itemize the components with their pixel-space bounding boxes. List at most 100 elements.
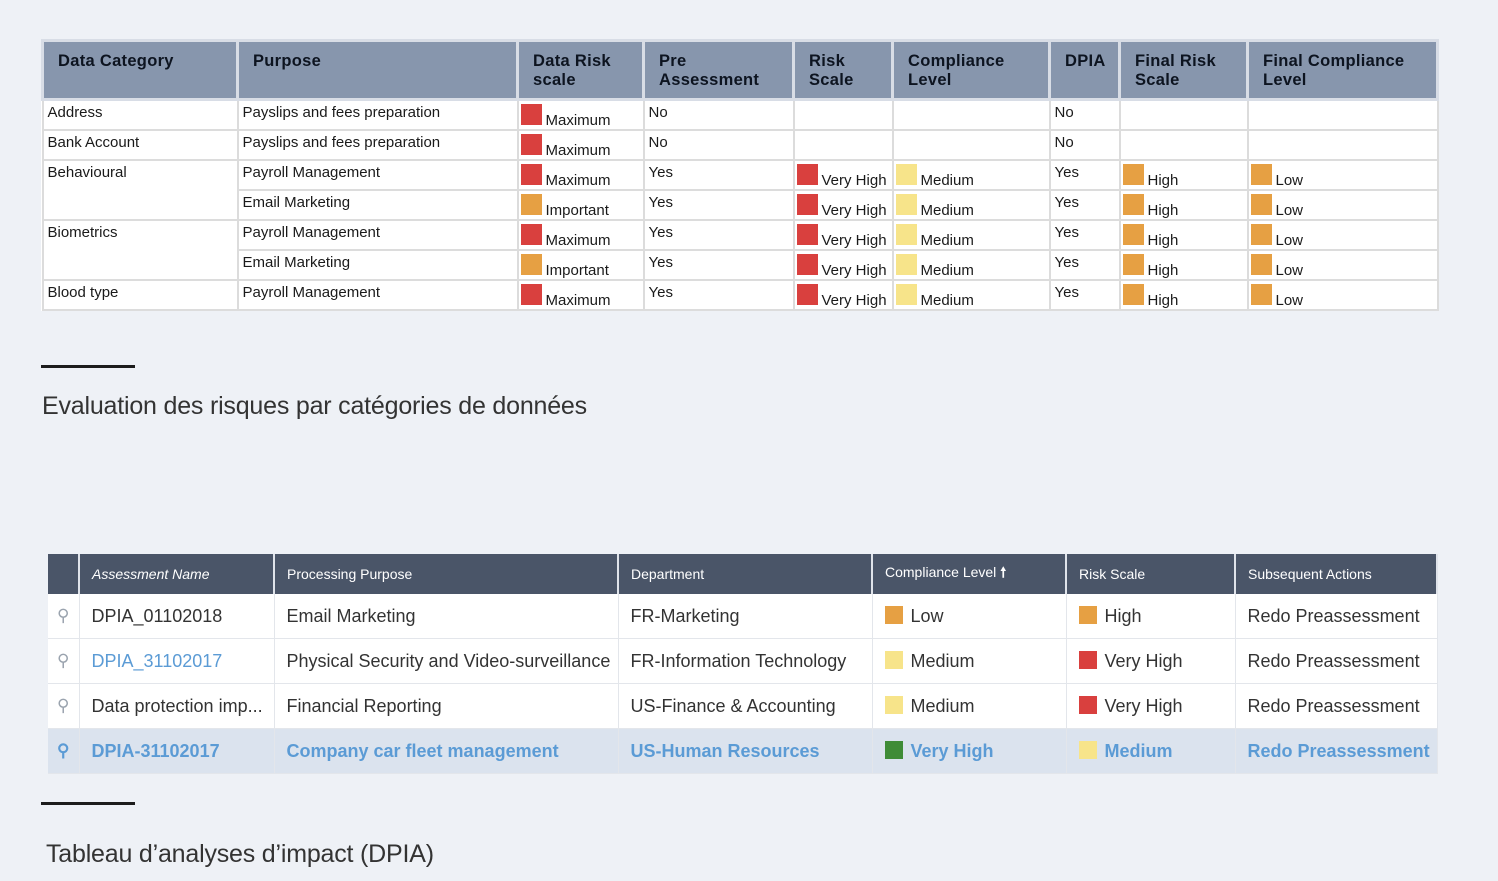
cell-assessment-name[interactable]: DPIA_31102017 — [79, 638, 275, 684]
level-label: High — [1147, 172, 1179, 189]
zoom-icon[interactable]: ⚲ — [57, 696, 70, 715]
cell-compliance-level: Medium — [872, 683, 1067, 729]
sort-ascending-icon[interactable]: 🠕 — [1000, 564, 1007, 580]
zoom-icon[interactable]: ⚲ — [57, 741, 70, 760]
cell-category — [41, 250, 239, 281]
level-swatch — [520, 284, 542, 305]
col-assessment-name[interactable]: Assessment Name — [79, 554, 275, 594]
col-risk-scale: Risk Scale — [792, 39, 894, 101]
cell-data-risk: Maximum — [516, 129, 645, 161]
cell-compliance: Medium — [891, 279, 1051, 311]
level-swatch — [1122, 164, 1144, 185]
cell-pre: Yes — [642, 189, 795, 221]
level-swatch — [520, 194, 542, 215]
level-swatch — [520, 224, 542, 245]
table-row[interactable]: ⚲ DPIA_31102017 Physical Security and Vide… — [48, 638, 1438, 684]
level-label: Very High — [910, 740, 994, 761]
cell-final-compliance — [1246, 98, 1439, 131]
cell-final-risk: High — [1118, 219, 1249, 251]
cell-pre: Yes — [642, 159, 795, 191]
cell-compliance-level: Medium — [872, 638, 1067, 684]
table-row[interactable]: ⚲ Data protection imp... Financial Reporti… — [48, 683, 1438, 729]
cell-processing-purpose: Company car fleet management — [274, 728, 619, 774]
caption-risk-evaluation: Evaluation des risques par catégories de… — [42, 392, 587, 420]
level-label: Very High — [1104, 695, 1183, 716]
level-swatch — [1250, 194, 1272, 215]
table-row[interactable]: ⚲ DPIA-31102017 Company car fleet manageme… — [48, 728, 1438, 774]
zoom-icon[interactable]: ⚲ — [57, 606, 70, 625]
cell-purpose: Payroll Management — [236, 219, 519, 251]
col-data-category: Data Category — [41, 39, 239, 101]
col-risk-scale[interactable]: Risk Scale — [1066, 554, 1236, 594]
col-processing-purpose[interactable]: Processing Purpose — [274, 554, 619, 594]
level-swatch — [1078, 650, 1097, 669]
caption-rule — [41, 365, 135, 368]
cell-category: Behavioural — [41, 159, 239, 190]
cell-final-risk: High — [1118, 159, 1249, 191]
zoom-icon[interactable]: ⚲ — [57, 651, 70, 670]
level-label: High — [1147, 202, 1179, 219]
col-purpose: Purpose — [236, 39, 519, 101]
cell-final-compliance: Low — [1246, 279, 1439, 311]
col-compliance-level[interactable]: Compliance Level 🠕 — [872, 554, 1067, 594]
cell-icon: ⚲ — [48, 638, 80, 684]
cell-processing-purpose: Email Marketing — [274, 594, 619, 639]
level-label: Very High — [1104, 650, 1183, 671]
level-label: Maximum — [545, 292, 611, 309]
cell-final-risk: High — [1118, 189, 1249, 221]
cell-dpia: Yes — [1048, 279, 1121, 311]
level-swatch — [895, 164, 917, 185]
header-row: Assessment Name Processing Purpose Depar… — [48, 554, 1438, 594]
level-label: Low — [910, 605, 944, 626]
level-swatch — [884, 650, 903, 669]
table-row: Behavioural Payroll Management Maximum Yes V… — [41, 159, 1439, 191]
level-label: High — [1147, 262, 1179, 279]
cell-dpia: Yes — [1048, 219, 1121, 251]
level-swatch — [1250, 224, 1272, 245]
cell-assessment-name: DPIA_01102018 — [79, 594, 275, 639]
table-row[interactable]: ⚲ DPIA_01102018 Email Marketing FR-Marketin… — [48, 594, 1438, 639]
cell-data-risk: Important — [516, 249, 645, 281]
col-subsequent-actions[interactable]: Subsequent Actions — [1235, 554, 1438, 594]
cell-purpose: Payslips and fees preparation — [236, 98, 519, 131]
cell-assessment-name: DPIA-31102017 — [79, 728, 275, 774]
cell-risk-scale: Very High — [1066, 683, 1236, 729]
cell-data-risk: Maximum — [516, 159, 645, 191]
level-label: Important — [545, 202, 609, 219]
level-label: Important — [545, 262, 609, 279]
cell-department: FR-Marketing — [618, 594, 873, 639]
cell-category: Blood type — [41, 279, 239, 311]
cell-category — [41, 190, 239, 221]
cell-risk-scale: High — [1066, 594, 1236, 639]
cell-final-risk: High — [1118, 279, 1249, 311]
level-label: Low — [1275, 262, 1304, 279]
col-pre-assessment: Pre Assessment — [642, 39, 795, 101]
level-swatch — [1122, 254, 1144, 275]
col-department[interactable]: Department — [618, 554, 873, 594]
level-swatch — [884, 740, 903, 759]
cell-icon: ⚲ — [48, 683, 80, 729]
cell-purpose: Email Marketing — [236, 249, 519, 281]
cell-dpia: Yes — [1048, 249, 1121, 281]
cell-category: Bank Account — [41, 129, 239, 161]
cell-final-compliance: Low — [1246, 219, 1439, 251]
level-label: Low — [1275, 202, 1304, 219]
header-row: Data Category Purpose Data Risk scale Pr… — [41, 39, 1439, 101]
table-row: Address Payslips and fees preparation Maxi… — [41, 98, 1439, 131]
col-data-risk-scale: Data Risk scale — [516, 39, 645, 101]
cell-data-risk: Important — [516, 189, 645, 221]
level-label: Medium — [920, 232, 974, 249]
cell-pre: Yes — [642, 219, 795, 251]
level-swatch — [796, 224, 818, 245]
level-swatch — [1250, 254, 1272, 275]
level-swatch — [1122, 284, 1144, 305]
level-swatch — [520, 104, 542, 125]
cell-processing-purpose: Physical Security and Video-surveillance — [274, 638, 619, 684]
level-swatch — [895, 284, 917, 305]
cell-category: Biometrics — [41, 219, 239, 250]
cell-compliance: Medium — [891, 189, 1051, 221]
level-label: Very High — [821, 202, 887, 219]
level-swatch — [884, 605, 903, 624]
cell-assessment-name: Data protection imp... — [79, 683, 275, 729]
cell-risk: Very High — [792, 249, 894, 281]
